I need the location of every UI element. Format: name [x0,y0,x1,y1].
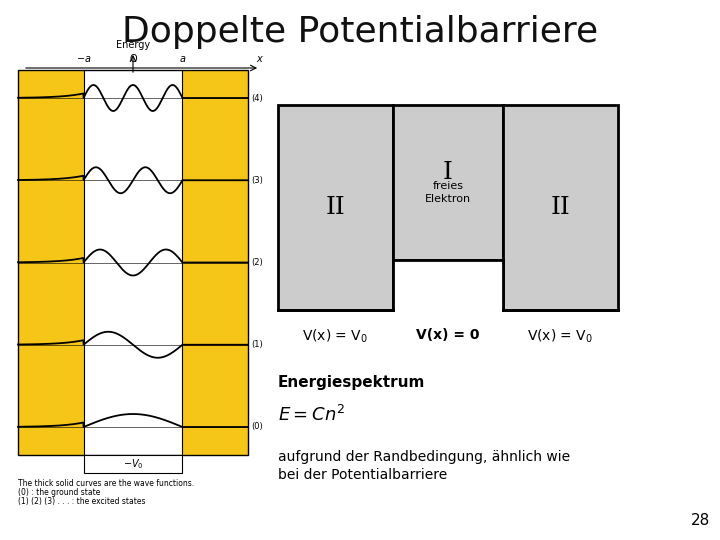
Text: $E = Cn^2$: $E = Cn^2$ [278,405,345,425]
Bar [84,455,182,473]
Bar [278,105,393,310]
Text: 28: 28 [690,513,710,528]
Bar [393,105,503,260]
Text: bei der Potentialbarriere: bei der Potentialbarriere [278,468,447,482]
Text: (2): (2) [251,258,263,267]
Text: freies
Elektron: freies Elektron [425,181,471,204]
Bar [84,70,182,455]
Text: (4): (4) [251,93,263,103]
Text: Energy: Energy [116,40,150,50]
Text: $-V_0$: $-V_0$ [122,457,143,471]
Text: aufgrund der Randbedingung, ähnlich wie: aufgrund der Randbedingung, ähnlich wie [278,450,570,464]
Text: (3): (3) [251,176,263,185]
Text: II: II [551,196,570,219]
Text: Doppelte Potentialbarriere: Doppelte Potentialbarriere [122,15,598,49]
Text: (1) (2) (3) . . . : the excited states: (1) (2) (3) . . . : the excited states [18,497,145,506]
Text: (0) : the ground state: (0) : the ground state [18,488,100,497]
Text: $a$: $a$ [179,54,186,64]
Text: (0): (0) [251,422,263,431]
Text: V(x) = V$_0$: V(x) = V$_0$ [528,328,593,346]
Text: Energiespektrum: Energiespektrum [278,375,426,390]
Bar [393,260,503,310]
Bar [503,105,618,310]
Text: I: I [443,161,453,184]
Text: $x$: $x$ [256,54,264,64]
Bar [18,70,248,455]
Text: V(x) = V$_0$: V(x) = V$_0$ [302,328,369,346]
Text: O: O [129,54,137,64]
Text: (1): (1) [251,340,263,349]
Text: II: II [325,196,346,219]
Text: $-a$: $-a$ [76,54,91,64]
Text: V(x) = 0: V(x) = 0 [416,328,480,342]
Bar [18,70,248,455]
Text: The thick solid curves are the wave functions.: The thick solid curves are the wave func… [18,479,194,488]
